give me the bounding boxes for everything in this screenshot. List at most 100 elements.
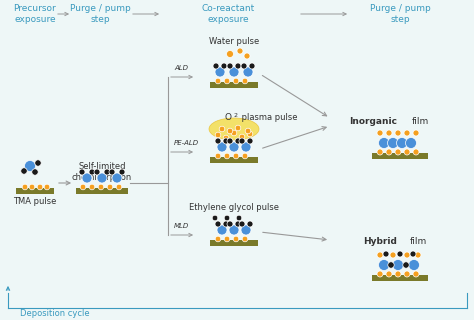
Circle shape [109,169,115,175]
Circle shape [383,251,389,257]
Circle shape [237,48,243,54]
Circle shape [217,225,227,235]
Circle shape [80,184,86,190]
Circle shape [116,184,122,190]
Bar [210,240,258,246]
Circle shape [244,53,250,59]
Circle shape [25,161,36,172]
Circle shape [242,236,248,242]
Circle shape [112,173,122,183]
Ellipse shape [209,118,259,140]
Circle shape [98,184,104,190]
Circle shape [233,153,239,159]
Circle shape [403,262,409,268]
Bar [210,157,258,163]
Circle shape [377,271,383,277]
Circle shape [97,173,107,183]
Circle shape [104,169,110,175]
Circle shape [243,67,253,77]
Circle shape [215,153,221,159]
Bar [372,153,428,159]
Circle shape [35,160,41,166]
Circle shape [247,221,253,227]
Text: Deposition cycle: Deposition cycle [20,308,90,317]
Circle shape [390,252,396,258]
Circle shape [223,138,229,144]
Circle shape [241,63,247,69]
Bar [76,188,128,194]
Circle shape [215,138,221,144]
Circle shape [235,125,241,131]
Circle shape [397,251,403,257]
Circle shape [224,236,230,242]
Circle shape [415,252,421,258]
Circle shape [235,221,241,227]
Text: Purge / pump
step: Purge / pump step [370,4,430,24]
Circle shape [241,225,251,235]
Circle shape [395,271,401,277]
Circle shape [94,169,100,175]
Circle shape [377,252,383,258]
Text: Inorganic: Inorganic [349,116,397,125]
Text: 2: 2 [234,113,238,118]
Circle shape [212,215,218,221]
Circle shape [239,134,245,140]
Circle shape [404,252,410,258]
Circle shape [386,130,392,136]
Text: film: film [410,237,427,246]
Circle shape [215,132,221,138]
Circle shape [29,184,35,190]
Circle shape [221,63,227,69]
Circle shape [32,169,38,175]
Circle shape [223,135,229,141]
Circle shape [217,142,227,152]
Text: Co-reactant
exposure: Co-reactant exposure [201,4,255,24]
Circle shape [227,138,233,144]
Circle shape [379,138,390,148]
Text: Hybrid: Hybrid [363,237,397,246]
Circle shape [22,184,28,190]
Circle shape [386,149,392,155]
Circle shape [227,63,233,69]
Circle shape [242,78,248,84]
Circle shape [409,260,419,270]
Circle shape [213,63,219,69]
Circle shape [215,78,221,84]
Circle shape [247,138,253,144]
Circle shape [227,221,233,227]
Circle shape [215,221,221,227]
Text: plasma pulse: plasma pulse [239,113,298,122]
Text: Precursor
exposure: Precursor exposure [14,4,56,24]
Circle shape [215,67,225,77]
Circle shape [79,169,85,175]
Circle shape [404,271,410,277]
Circle shape [231,130,237,136]
Text: Self-limited
chemisorption: Self-limited chemisorption [72,162,132,182]
Circle shape [227,51,234,58]
Circle shape [404,149,410,155]
Circle shape [413,130,419,136]
Text: Ethylene glycol pulse: Ethylene glycol pulse [189,204,279,212]
Circle shape [239,138,245,144]
Circle shape [107,184,113,190]
Circle shape [242,153,248,159]
Text: TMA pulse: TMA pulse [13,197,57,206]
Circle shape [119,169,125,175]
Circle shape [396,138,408,148]
Circle shape [229,142,239,152]
Text: Purge / pump
step: Purge / pump step [70,4,130,24]
Circle shape [388,262,394,268]
Circle shape [235,138,241,144]
Circle shape [223,221,229,227]
Circle shape [413,149,419,155]
Circle shape [233,236,239,242]
Circle shape [241,142,251,152]
Circle shape [405,138,417,148]
Circle shape [388,138,399,148]
Bar [210,82,258,88]
Text: O: O [225,113,232,122]
Bar [16,188,54,194]
Circle shape [224,215,230,221]
Text: ALD: ALD [174,65,188,71]
Text: MLD: MLD [174,223,189,229]
